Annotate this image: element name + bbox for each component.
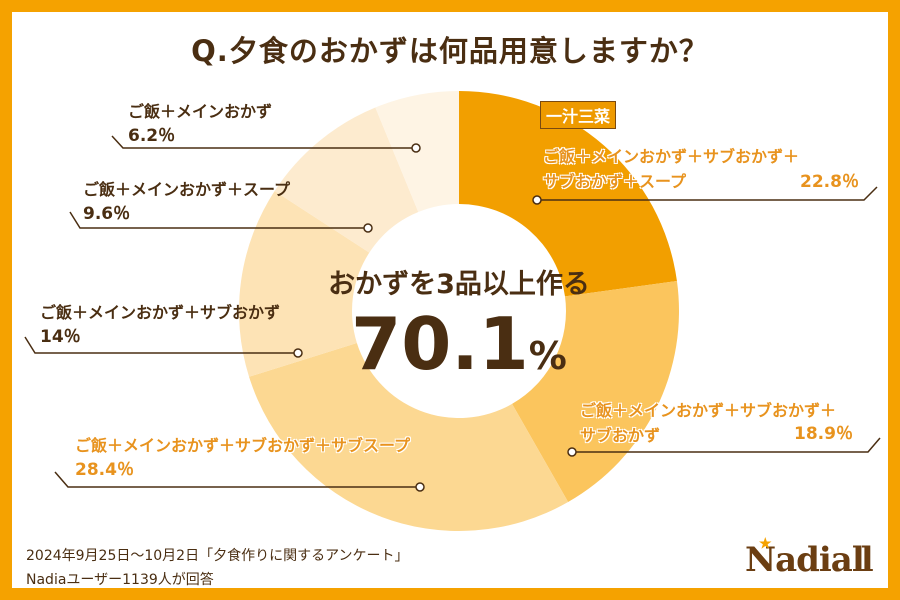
label-text: ご飯＋メインおかず＋サブおかず＋ — [580, 401, 837, 420]
nadia-logo: ★ Nadiall — [745, 536, 874, 580]
donut-slice-0 — [459, 91, 677, 297]
donut-slice-4 — [274, 107, 419, 253]
leader-line-3 — [24, 336, 298, 354]
donut-slice-2 — [249, 342, 569, 531]
leader-dot-3 — [293, 348, 303, 358]
center-caption: おかずを3品以上作る — [328, 269, 590, 300]
label-text: ご飯＋メインおかず — [128, 102, 273, 121]
respondents-info: Nadiaユーザー1139人が回答 — [26, 572, 214, 588]
label-text: サブおかず＋スープ — [543, 172, 687, 191]
slice-pct-5: 6.2％ — [128, 126, 176, 146]
slice-label-4: ご飯＋メインおかず＋スープ 9.6％ — [83, 177, 290, 227]
slice-label-3: ご飯＋メインおかず＋サブおかず 14％ — [40, 300, 280, 350]
leader-line-0 — [537, 186, 878, 201]
center-unit: % — [528, 334, 567, 378]
leader-line-4 — [69, 211, 368, 229]
label-text: ご飯＋メインおかず＋サブおかず — [40, 303, 281, 322]
survey-info: 2024年9月25日〜10月2日「夕食作りに関するアンケート」 — [26, 548, 409, 564]
label-text: ご飯＋メインおかず＋スープ — [83, 180, 291, 199]
leader-dot-0 — [532, 195, 542, 205]
leader-dot-1 — [567, 447, 577, 457]
slice-label-0: ご飯＋メインおかず＋サブおかず＋ サブおかず＋スープ — [543, 144, 799, 194]
page-title: Q.夕食のおかずは何品用意しますか？ — [191, 34, 709, 68]
donut-slice-1 — [512, 280, 679, 503]
center-value: 70.1% — [300, 302, 618, 386]
leader-dot-4 — [363, 223, 373, 233]
ichiju-sansai-tag: 一汁三菜 — [540, 101, 617, 129]
label-text: サブおかず — [580, 426, 661, 445]
slice-label-1: ご飯＋メインおかず＋サブおかず＋ サブおかず — [580, 398, 836, 448]
donut-slice-3 — [239, 190, 370, 377]
center-number: 70.1 — [351, 302, 529, 386]
leader-dot-2 — [415, 482, 425, 492]
slice-label-5: ご飯＋メインおかず 6.2％ — [128, 99, 272, 149]
leader-line-2 — [54, 471, 420, 488]
slice-pct-1: 18.9％ — [794, 424, 853, 444]
leader-line-5 — [111, 135, 416, 149]
label-text: ご飯＋メインおかず＋サブおかず＋ — [543, 147, 800, 166]
slice-pct-0: 22.8％ — [800, 172, 859, 192]
slice-pct-2: 28.4％ — [75, 460, 134, 480]
slice-pct-3: 14％ — [40, 327, 81, 347]
slice-label-2: ご飯＋メインおかず＋サブおかず＋サブスープ 28.4％ — [75, 433, 410, 483]
leader-line-1 — [572, 437, 881, 453]
label-text: ご飯＋メインおかず＋サブおかず＋サブスープ — [75, 436, 411, 455]
slice-pct-4: 9.6％ — [83, 204, 131, 224]
leader-dot-5 — [411, 143, 421, 153]
